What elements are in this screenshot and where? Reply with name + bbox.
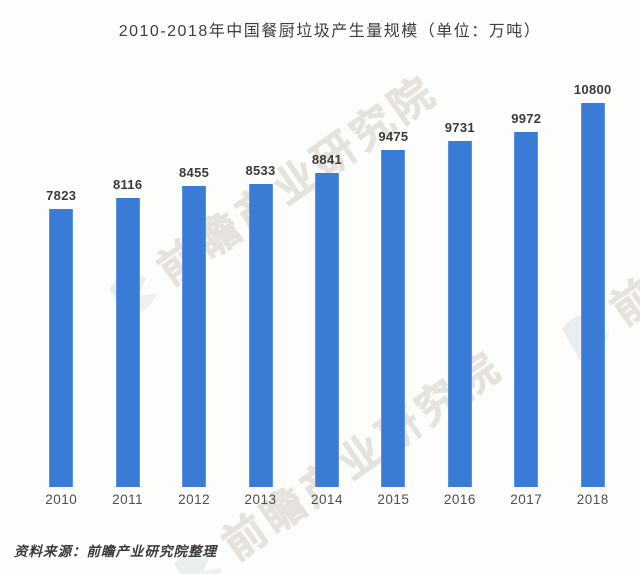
bar-plot-area: 7823 8116 8455 8533 8841 9475 9731 9972 10800	[28, 78, 626, 487]
bar-2014	[314, 173, 339, 487]
source-note: 资料来源：前瞻产业研究院整理	[14, 544, 217, 559]
bar-2013	[248, 184, 273, 487]
bar-column-2015: 9475	[360, 129, 426, 487]
x-axis: 2010 2011 2012 2013 2014 2015 2016 2017 2018	[28, 492, 626, 507]
x-axis-label-2017: 2017	[510, 492, 543, 507]
bar-column-2014: 8841	[294, 152, 360, 487]
bar-value-label: 8455	[179, 165, 210, 180]
bar-column-2013: 8533	[227, 163, 293, 487]
x-axis-label-2014: 2014	[310, 492, 343, 507]
bar-value-label: 10800	[573, 82, 612, 97]
bar-value-label: 9475	[378, 129, 409, 144]
bar-2016	[447, 141, 472, 487]
bar-2015	[381, 150, 406, 487]
bar-value-label: 9972	[511, 111, 542, 126]
bar-2010	[49, 209, 74, 487]
bar-column-2012: 8455	[161, 165, 227, 487]
qianzhan-logo-watermark	[625, 570, 640, 574]
chart-title: 2010-2018年中国餐厨垃圾产生量规模（单位：万吨）	[118, 23, 542, 40]
bar-column-2016: 9731	[427, 120, 493, 487]
bar-value-label: 8116	[112, 177, 143, 192]
bar-column-2011: 8116	[94, 177, 160, 487]
x-axis-label-2011: 2011	[112, 492, 144, 507]
bar-2011	[115, 198, 140, 487]
bar-column-2018: 10800	[560, 82, 626, 487]
bar-2017	[514, 132, 539, 487]
bar-value-label: 8533	[245, 163, 276, 178]
bar-2018	[580, 103, 605, 487]
x-axis-label-2015: 2015	[377, 492, 410, 507]
bar-value-label: 7823	[46, 188, 77, 203]
bar-column-2017: 9972	[493, 111, 559, 487]
x-axis-label-2013: 2013	[244, 492, 277, 507]
bar-2012	[182, 186, 207, 487]
bar-column-2010: 7823	[28, 188, 94, 487]
bar-value-label: 9731	[444, 120, 475, 135]
x-axis-label-2016: 2016	[443, 492, 476, 507]
bar-value-label: 8841	[311, 152, 343, 167]
x-axis-label-2010: 2010	[45, 492, 78, 507]
x-axis-label-2018: 2018	[576, 492, 609, 507]
x-axis-label-2012: 2012	[178, 492, 211, 507]
